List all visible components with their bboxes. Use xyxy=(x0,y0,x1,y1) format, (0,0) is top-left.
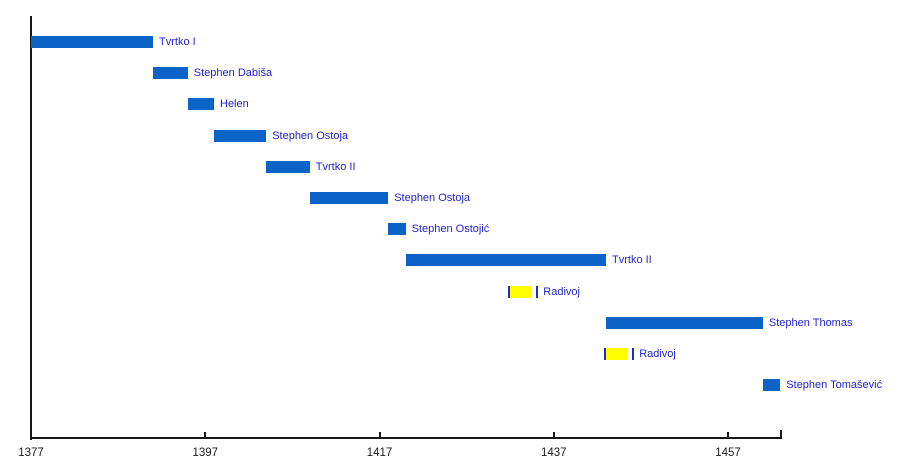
axis-tick xyxy=(378,432,381,437)
reign-bar-claimant xyxy=(510,285,533,298)
axis-tick xyxy=(552,432,555,437)
reign-label: Tvrtko II xyxy=(612,254,652,267)
reign-label: Stephen Ostoja xyxy=(272,129,349,142)
reign-label: Stephen Thomas xyxy=(768,316,853,329)
axis-tick-label: 1377 xyxy=(18,447,44,459)
axis-tick-label: 1437 xyxy=(541,447,567,459)
axis-tick-label: 1397 xyxy=(192,447,219,459)
x-axis-line xyxy=(30,437,782,439)
reign-bar-claimant xyxy=(606,348,629,360)
reign-end-marker xyxy=(536,285,539,298)
reign-bar xyxy=(388,223,406,236)
reign-label: Radivoj xyxy=(543,285,580,298)
reign-bar xyxy=(266,160,310,173)
reign-end-marker xyxy=(632,348,635,360)
reign-bar xyxy=(31,36,153,48)
axis-tick-label: 1417 xyxy=(366,447,393,459)
reign-bar xyxy=(606,316,763,329)
reign-bar xyxy=(214,129,267,142)
reign-bar xyxy=(309,192,389,204)
reign-label: Helen xyxy=(220,98,249,111)
axis-tick xyxy=(204,432,207,437)
reign-label: Tvrtko I xyxy=(159,36,196,48)
axis-tick xyxy=(727,432,729,437)
reign-label: Tvrtko II xyxy=(315,160,356,173)
reign-label: Radivoj xyxy=(639,348,676,360)
y-axis-line xyxy=(30,16,32,440)
reign-label: Stephen Ostoja xyxy=(394,192,471,204)
reign-start-marker xyxy=(604,348,606,360)
reign-bar xyxy=(762,379,781,392)
reign-label: Stephen Dabiša xyxy=(193,67,273,80)
reign-start-marker xyxy=(508,285,511,298)
reign-bar xyxy=(405,254,606,267)
reign-label: Stephen Ostojić xyxy=(411,223,490,236)
reign-bar xyxy=(153,67,188,80)
axis-tick-label: 1457 xyxy=(715,447,741,459)
reign-label: Stephen Tomašević xyxy=(786,379,883,392)
axis-end-tick xyxy=(780,430,783,437)
reign-bar xyxy=(187,98,214,111)
